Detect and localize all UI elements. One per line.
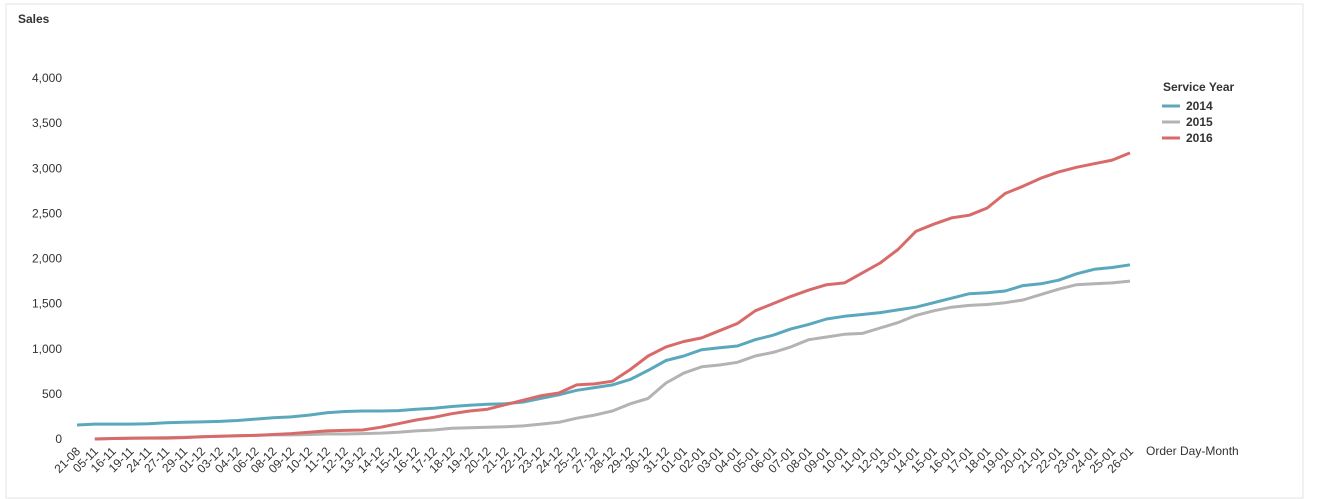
y-tick-label: 0 [55,432,62,446]
y-tick-label: 3,500 [32,116,62,130]
y-tick-label: 1,500 [32,297,62,311]
legend-title: Service Year [1163,80,1235,94]
y-tick-label: 2,000 [32,252,62,266]
legend-label: 2015 [1186,115,1213,129]
line-series [76,263,1131,427]
y-tick-label: 1,000 [32,342,62,356]
legend-label: 2016 [1186,131,1213,145]
x-axis-label: Order Day-Month [1146,444,1239,458]
panel [5,3,1304,499]
line-series [94,151,1131,441]
y-tick-label: 500 [42,387,62,401]
y-axis-label: Sales [18,12,50,26]
y-tick-label: 2,500 [32,206,62,220]
y-tick-label: 4,000 [32,71,62,85]
y-tick-label: 3,000 [32,161,62,175]
legend-label: 2014 [1186,99,1213,113]
